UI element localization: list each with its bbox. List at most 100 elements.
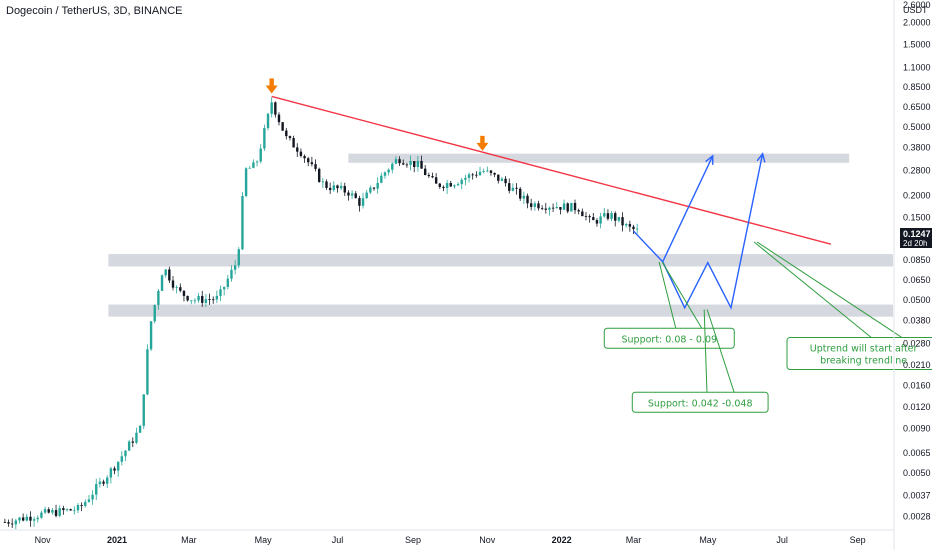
candle-body	[131, 441, 134, 443]
candle-body	[416, 160, 420, 167]
y-tick-label: 0.8500	[903, 82, 931, 92]
candle-body	[409, 161, 412, 166]
candle-body	[522, 195, 526, 199]
candle-body	[347, 192, 350, 196]
candle-body	[449, 183, 452, 187]
y-tick-label: 0.0037	[903, 491, 931, 501]
candle-body	[562, 203, 566, 210]
candle-body	[168, 269, 171, 281]
support-callout-box	[631, 391, 769, 413]
x-tick-label: May	[699, 535, 717, 545]
candle-body	[310, 162, 314, 165]
candle-body	[478, 171, 482, 176]
candle-body	[54, 510, 58, 516]
peak-arrow-icon	[480, 135, 485, 144]
candle-body	[427, 174, 431, 177]
candle-body	[252, 162, 255, 168]
candle-body	[614, 213, 617, 221]
callout-text: Support: 0.08 - 0.09	[621, 334, 717, 345]
candle-body	[383, 172, 387, 176]
candle-body	[339, 185, 343, 189]
zone-1	[108, 254, 894, 267]
zones-layer	[108, 153, 894, 317]
callout-pointer	[661, 261, 703, 329]
candle-body	[540, 208, 544, 210]
candle-body	[32, 519, 36, 521]
y-tick-label: 0.0050	[903, 468, 931, 478]
candle-body	[146, 349, 149, 395]
candle-body	[307, 158, 310, 163]
candle-body	[376, 182, 379, 189]
candle-body	[628, 224, 632, 227]
candle-body	[402, 163, 405, 165]
candle-body	[14, 520, 18, 525]
candle-body	[197, 296, 200, 301]
candle-body	[570, 202, 573, 212]
candle-body	[62, 508, 65, 511]
candle-body	[394, 159, 398, 164]
x-tick-label: May	[255, 535, 273, 545]
y-tick-label: 0.0210	[903, 360, 931, 370]
y-tick-label: 0.0650	[903, 275, 931, 285]
candle-body	[621, 217, 624, 226]
candle-body	[595, 220, 599, 224]
candle-body	[460, 179, 463, 185]
price-axis[interactable]: USDT 2.6000 2.0000 1.5000 1.1000 0.8500 0.650…	[893, 0, 931, 550]
current-price-countdown: 2d 20h	[903, 239, 927, 248]
projection-a-path	[632, 153, 764, 310]
candle-body	[109, 468, 113, 478]
time-axis[interactable]: Nov 2021 Mar May Jul Sep Nov 2022 Mar May Jul Sep	[0, 529, 894, 545]
candle-body	[559, 207, 562, 210]
candle-body	[222, 286, 226, 290]
y-tick-label: 2.6000	[903, 0, 931, 10]
candle-body	[226, 278, 230, 287]
candle-body	[592, 217, 595, 221]
candle-body	[314, 164, 317, 169]
candle-body	[237, 249, 240, 266]
candle-body	[624, 224, 628, 226]
x-tick-label: 2021	[107, 535, 127, 545]
candle-body	[606, 213, 610, 219]
callout-pointer	[706, 309, 735, 393]
y-tick-label: 0.2000	[903, 191, 931, 201]
candle-body	[423, 168, 427, 175]
callout-text: breaking trendline	[820, 356, 907, 367]
candle-body	[138, 425, 142, 433]
callout-pointer	[756, 241, 903, 338]
candle-body	[508, 183, 511, 191]
candle-body	[179, 287, 182, 291]
candle-body	[40, 512, 43, 518]
y-tick-label: 0.0028	[903, 511, 931, 521]
candle-body	[263, 128, 266, 149]
y-tick-label: 0.0380	[903, 316, 931, 326]
candle-body	[91, 494, 94, 500]
projection-b-path	[662, 155, 714, 263]
candle-body	[7, 522, 10, 524]
symbol-title: Dogecoin / TetherUS, 3D, BINANCE	[6, 5, 183, 17]
candle-body	[434, 177, 438, 184]
callout-pointer	[703, 309, 708, 393]
candle-body	[413, 161, 416, 167]
candle-body	[343, 185, 346, 193]
y-tick-label: 0.0280	[903, 338, 931, 348]
candle-body	[21, 517, 25, 521]
candle-body	[175, 287, 178, 288]
candle-body	[328, 187, 332, 191]
candle-body	[211, 299, 215, 301]
support-callout-box	[786, 337, 932, 370]
candle-body	[80, 505, 83, 506]
candle-body	[358, 198, 361, 206]
candle-body	[233, 265, 237, 270]
x-tick-label: Nov	[35, 535, 52, 545]
candle-body	[380, 175, 383, 183]
candle-body	[160, 275, 164, 291]
x-tick-label: Sep	[405, 535, 421, 545]
candle-body	[87, 499, 91, 502]
projection-b-arrowhead	[705, 154, 714, 165]
candle-body	[551, 207, 555, 209]
candle-body	[124, 450, 127, 457]
y-tick-label: 0.0500	[903, 295, 931, 305]
y-tick-label: 0.0160	[903, 381, 931, 391]
candle-body	[270, 102, 273, 114]
